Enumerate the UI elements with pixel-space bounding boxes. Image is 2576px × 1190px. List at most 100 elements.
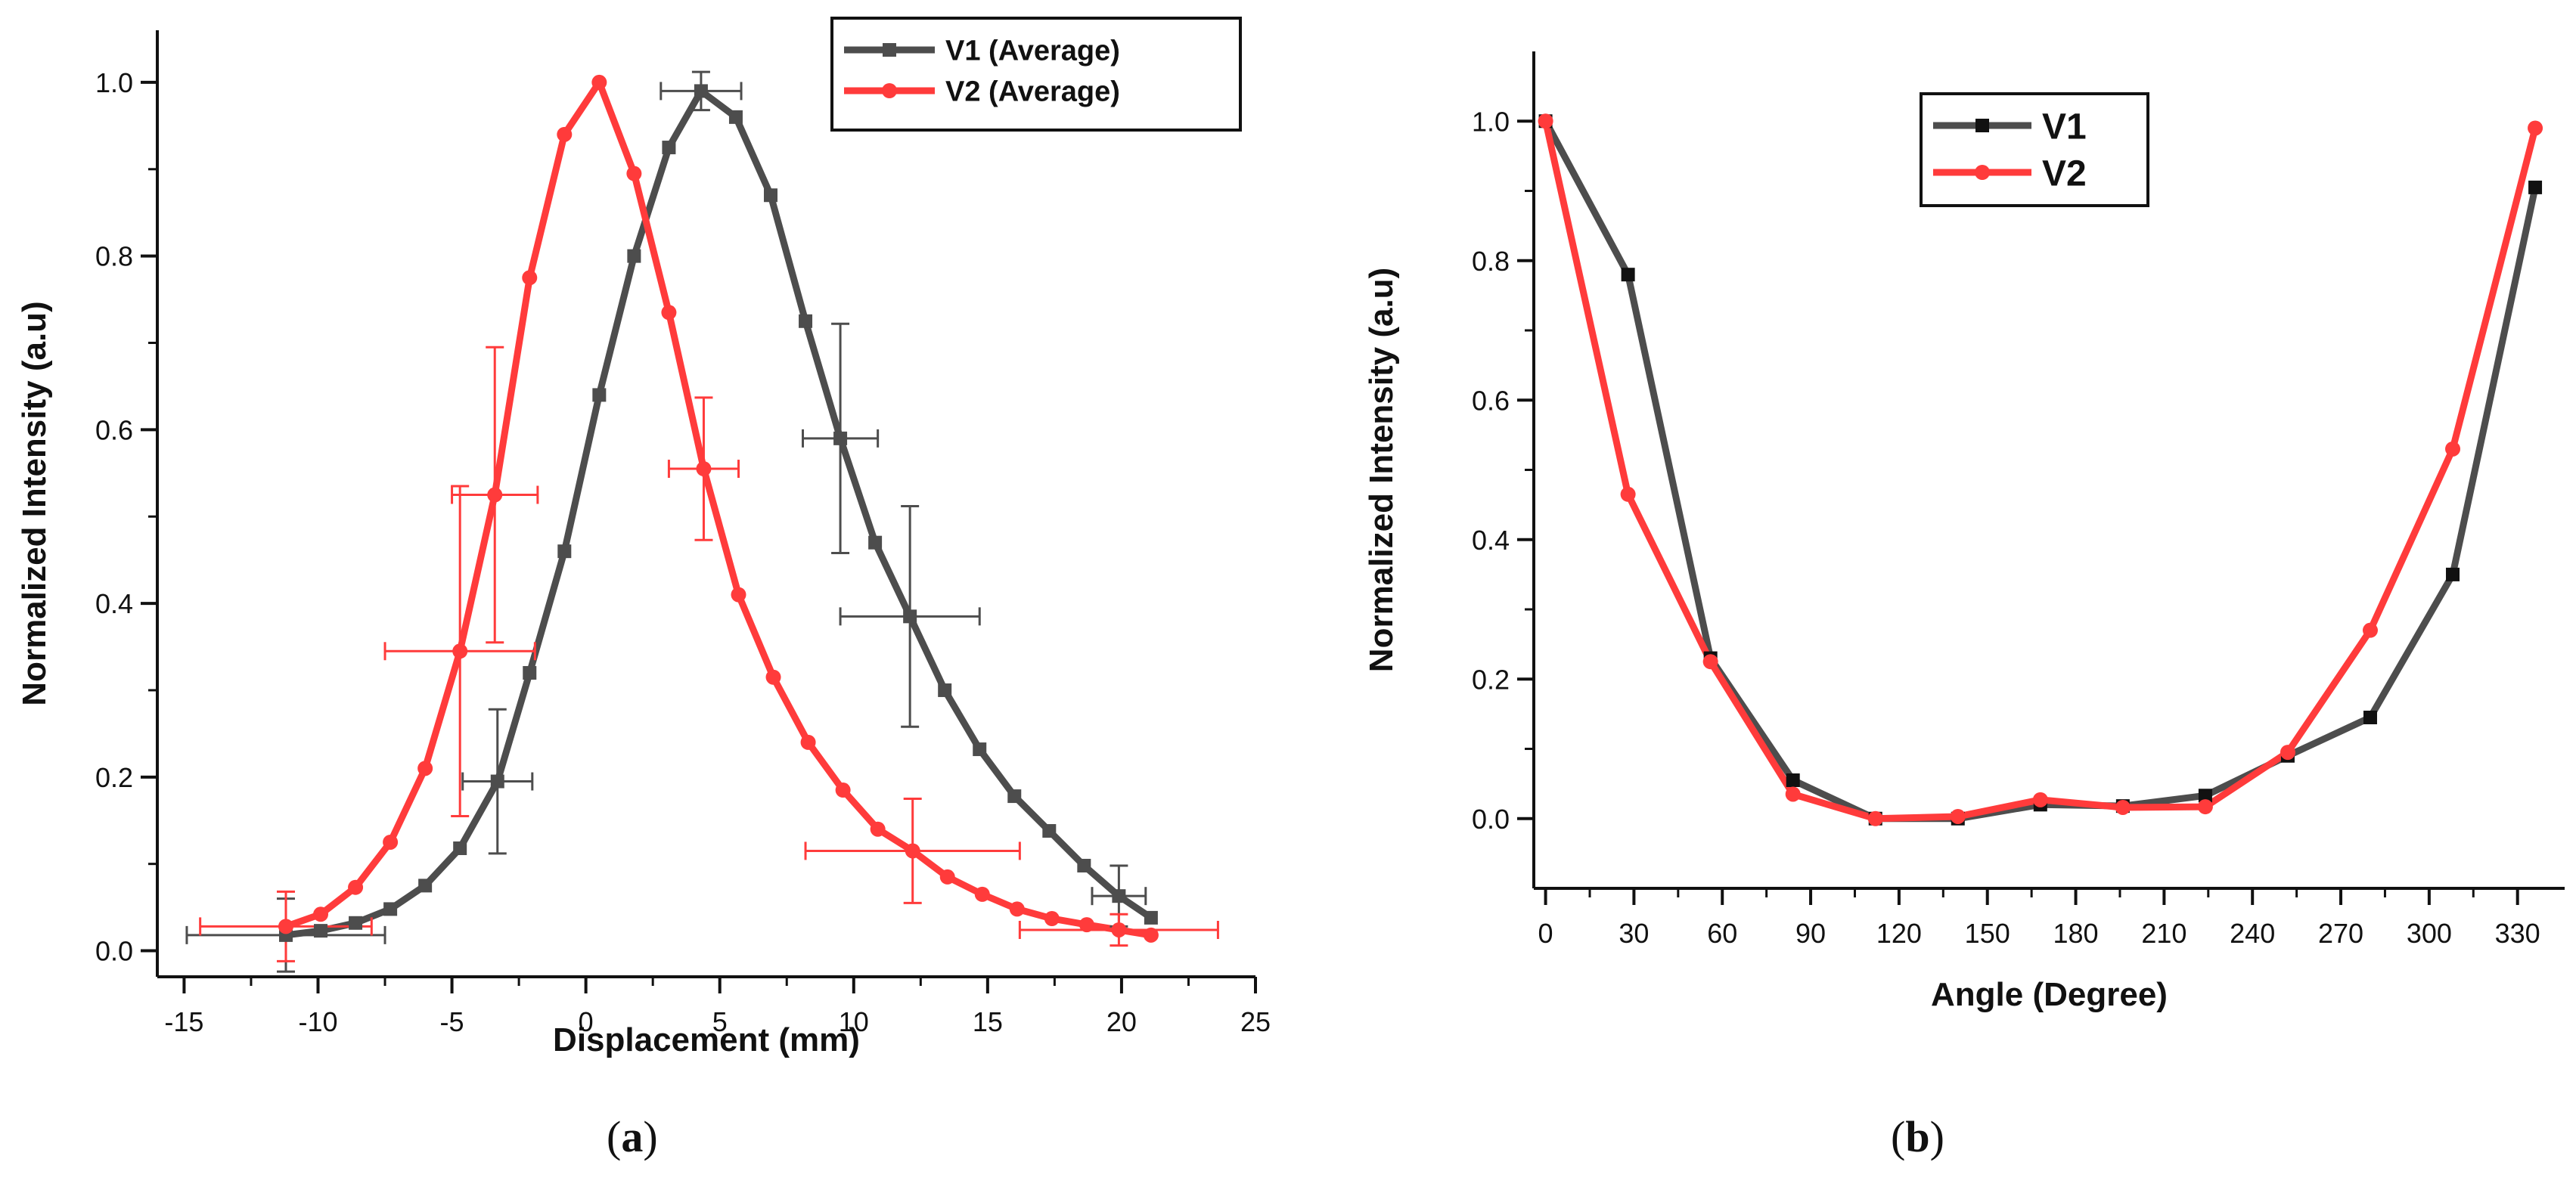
x-tick-label-b-10: 300 [2407, 918, 2452, 949]
chart-panel-b: 0 30 60 90 120 150 180 210 240 270 300 330 0.0 0.2 0.4… [1288, 0, 2576, 1190]
data-point-a-0-11 [662, 141, 676, 155]
x-tick-label-b-11: 330 [2495, 918, 2540, 949]
legend-box-a [830, 17, 1242, 132]
data-point-b-1-9 [2280, 745, 2295, 761]
chart-a-svg: -15 -10 -5 0 5 10 15 20 25 0.0 0.2 0.4 0.6 0.8 1.0 Disp… [16, 17, 1271, 1058]
x-tick-label-a-5: 10 [839, 1006, 869, 1037]
data-point-b-1-0 [1538, 113, 1553, 129]
data-point-a-0-24 [1112, 889, 1126, 903]
data-point-b-0-11 [2446, 567, 2460, 581]
data-point-a-1-0 [278, 919, 293, 934]
data-point-a-1-9 [591, 74, 607, 90]
data-point-b-1-3 [1785, 786, 1801, 802]
x-tick-label-a-4: 5 [712, 1006, 728, 1037]
x-tick-label-b-0: 0 [1538, 918, 1553, 949]
data-point-a-1-11 [661, 305, 677, 321]
legend-marker-a-1 [882, 83, 897, 98]
x-tick-label-a-3: 0 [579, 1006, 594, 1037]
data-point-a-1-14 [765, 669, 781, 685]
data-point-a-1-12 [696, 461, 712, 477]
legend-a: V1 (Average) V2 (Average) [830, 17, 1242, 132]
data-point-b-1-8 [2197, 799, 2213, 815]
data-point-b-0-8 [2198, 789, 2212, 803]
data-point-a-1-4 [417, 761, 433, 776]
data-point-a-0-17 [868, 535, 883, 550]
data-point-b-1-11 [2445, 441, 2461, 457]
x-tick-label-b-6: 180 [2053, 918, 2099, 949]
x-tick-label-a-0: -15 [164, 1006, 203, 1037]
x-tick-label-b-1: 30 [1619, 918, 1649, 949]
legend-label-a-1: V2 (Average) [945, 76, 1120, 108]
x-axis-title-a: Displacement (mm) [553, 1021, 860, 1058]
x-tick-label-b-3: 90 [1795, 918, 1826, 949]
x-tick-label-a-8: 25 [1240, 1006, 1271, 1037]
data-point-b-1-4 [1867, 810, 1883, 826]
legend-marker-b-1 [1975, 165, 1990, 180]
data-point-a-1-13 [731, 587, 746, 603]
data-point-a-0-9 [592, 388, 607, 402]
data-point-a-1-6 [487, 487, 503, 503]
legend-marker-a-0 [883, 43, 896, 57]
legend-marker-b-0 [1975, 119, 1989, 132]
y-tick-label-b-1: 0.2 [1472, 664, 1510, 695]
data-point-b-1-2 [1702, 654, 1718, 670]
data-point-b-1-5 [1950, 808, 1966, 824]
x-axis-title-b: Angle (Degree) [1931, 976, 2168, 1013]
data-point-a-0-14 [763, 188, 777, 203]
data-point-a-1-18 [905, 843, 920, 859]
data-point-a-1-5 [452, 643, 468, 659]
data-point-a-1-2 [348, 879, 364, 895]
data-point-a-0-5 [453, 841, 467, 856]
x-tick-label-b-7: 210 [2141, 918, 2186, 949]
data-point-b-0-3 [1786, 773, 1800, 788]
panel-label-b: (b) [1891, 1112, 1944, 1161]
legend-label-b-1: V2 [2042, 153, 2087, 194]
data-point-a-1-10 [626, 166, 642, 181]
data-point-b-1-1 [1620, 486, 1636, 502]
data-point-a-1-23 [1079, 917, 1094, 933]
data-point-b-0-10 [2363, 710, 2377, 724]
data-point-a-0-1 [314, 924, 328, 938]
data-point-a-1-15 [800, 734, 816, 750]
legend-label-b-0: V1 [2042, 107, 2087, 147]
data-point-a-0-25 [1144, 910, 1158, 925]
data-point-a-0-10 [627, 249, 641, 263]
data-point-a-0-6 [490, 774, 504, 789]
data-point-a-1-19 [939, 869, 955, 885]
data-point-a-0-18 [903, 609, 917, 624]
data-point-a-0-21 [1007, 789, 1022, 804]
data-point-a-0-2 [349, 916, 363, 930]
data-point-a-1-17 [870, 821, 886, 837]
y-tick-label-b-0: 0.0 [1472, 804, 1510, 835]
legend-label-a-0: V1 (Average) [945, 36, 1120, 67]
data-point-a-1-3 [383, 834, 399, 850]
x-tick-label-a-1: -10 [298, 1006, 337, 1037]
y-axis-title-a: Normalized Intensity (a.u) [16, 301, 53, 705]
data-point-a-0-23 [1077, 858, 1091, 872]
y-tick-label-a-5: 1.0 [95, 67, 133, 98]
y-tick-label-a-0: 0.0 [95, 936, 133, 967]
data-point-a-0-20 [973, 742, 987, 757]
data-point-a-1-25 [1143, 927, 1159, 943]
x-tick-label-b-8: 240 [2230, 918, 2275, 949]
data-point-a-1-16 [835, 782, 851, 798]
x-tick-label-b-4: 120 [1876, 918, 1922, 949]
x-tick-label-a-6: 15 [973, 1006, 1003, 1037]
panel-label-a-letter: a [621, 1112, 644, 1161]
data-point-b-1-6 [2032, 792, 2048, 807]
data-point-a-1-20 [974, 886, 990, 902]
data-point-a-1-22 [1044, 911, 1060, 927]
y-axis-title-b: Normalized Intensity (a.u) [1363, 268, 1400, 672]
legend-box-b [1920, 92, 2149, 207]
y-tick-label-b-2: 0.4 [1472, 525, 1510, 556]
data-point-a-1-21 [1009, 901, 1025, 917]
chart-b-svg: 0 30 60 90 120 150 180 210 240 270 300 330 0.0 0.2 0.4… [1363, 51, 2565, 1013]
y-tick-label-b-5: 1.0 [1472, 106, 1510, 137]
panel-label-a: (a) [607, 1112, 658, 1161]
data-point-a-1-7 [522, 270, 538, 286]
data-point-b-1-10 [2362, 622, 2378, 638]
x-tick-label-b-2: 60 [1707, 918, 1737, 949]
data-point-b-1-7 [2115, 799, 2131, 815]
data-point-a-0-15 [799, 314, 813, 328]
data-point-b-0-1 [1621, 268, 1635, 282]
